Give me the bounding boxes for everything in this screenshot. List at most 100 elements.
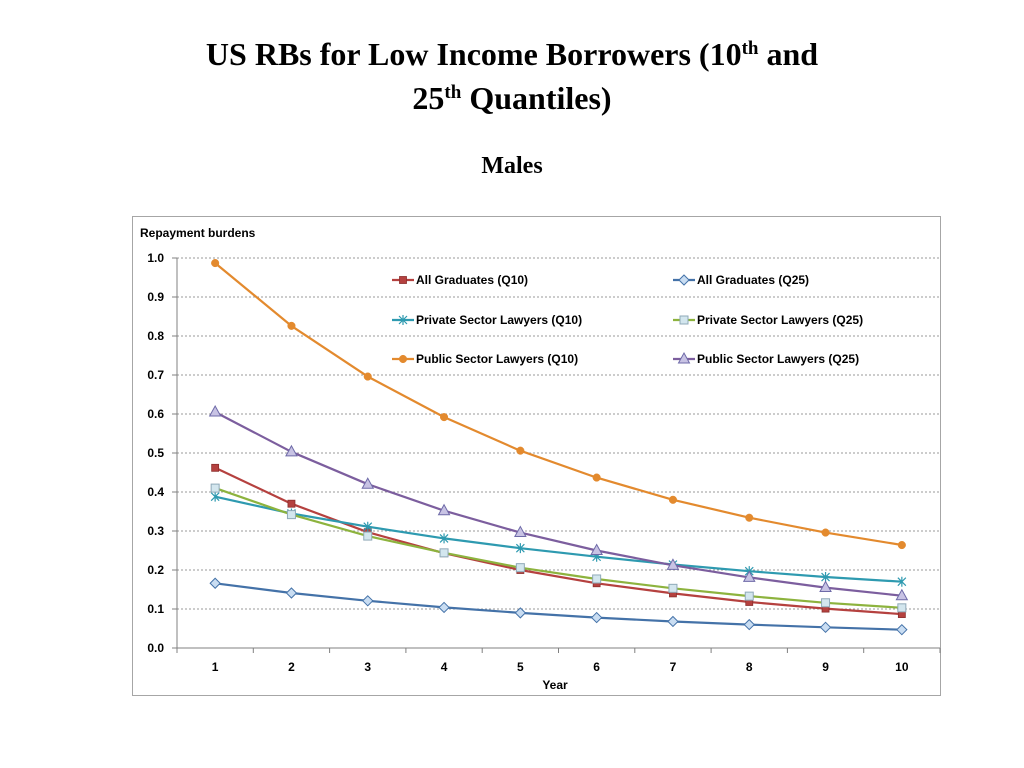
x-tick-label: 5 bbox=[517, 660, 524, 674]
chart-container: Repayment burdens Year 0.0 0.1 0.2 0.3 0.4 0.… bbox=[132, 216, 941, 696]
data-point-shape bbox=[668, 495, 678, 504]
legend-item: Public Sector Lawyers (Q10) bbox=[392, 352, 578, 366]
data-point bbox=[286, 510, 296, 520]
series-6 bbox=[208, 405, 909, 601]
x-tick-label: 2 bbox=[288, 660, 295, 674]
data-point bbox=[210, 491, 220, 502]
data-point-shape bbox=[516, 446, 525, 455]
data-point bbox=[439, 533, 449, 544]
data-point-shape bbox=[821, 572, 830, 583]
data-point-shape bbox=[744, 591, 754, 601]
data-point bbox=[516, 446, 525, 455]
y-tick-label: 0.8 bbox=[147, 329, 164, 343]
title-text-1: US RBs for Low Income Borrowers (10 bbox=[205, 36, 742, 72]
data-point bbox=[437, 503, 451, 516]
x-tick-label: 7 bbox=[670, 660, 677, 674]
series-5 bbox=[211, 259, 906, 550]
legend-marker bbox=[679, 315, 689, 325]
legend-label: Private Sector Lawyers (Q10) bbox=[416, 313, 582, 327]
data-point bbox=[667, 615, 679, 628]
data-point-shape bbox=[363, 372, 372, 381]
data-point-shape bbox=[896, 623, 908, 636]
data-point bbox=[285, 587, 298, 599]
data-point-shape bbox=[208, 405, 222, 417]
data-point bbox=[895, 588, 909, 601]
y-tick-label: 0.9 bbox=[147, 290, 164, 304]
legend-marker bbox=[399, 276, 407, 284]
data-point-shape bbox=[515, 563, 525, 573]
data-point bbox=[363, 531, 373, 541]
data-point-shape bbox=[209, 577, 221, 589]
grid-lines bbox=[177, 257, 940, 610]
data-point bbox=[666, 558, 680, 570]
data-point bbox=[743, 618, 755, 631]
data-point-shape bbox=[363, 521, 373, 532]
data-point bbox=[439, 548, 449, 558]
y-tick-label: 0.2 bbox=[147, 563, 164, 577]
series-line bbox=[214, 262, 903, 547]
legend-marker-shape bbox=[677, 351, 691, 364]
data-point bbox=[285, 444, 298, 457]
data-point bbox=[287, 499, 296, 508]
data-point bbox=[361, 477, 375, 489]
data-point-shape bbox=[287, 499, 296, 508]
legend-label: All Graduates (Q25) bbox=[697, 273, 809, 287]
data-point-shape bbox=[897, 603, 907, 613]
data-point bbox=[590, 543, 603, 555]
data-point-shape bbox=[666, 558, 680, 570]
slide-title: US RBs for Low Income Borrowers (10th an… bbox=[112, 32, 912, 120]
legend-label: Private Sector Lawyers (Q25) bbox=[697, 313, 863, 327]
data-point bbox=[590, 611, 603, 624]
data-point bbox=[668, 495, 678, 504]
legend-marker-shape bbox=[678, 274, 690, 286]
series-line bbox=[214, 487, 902, 609]
data-point-shape bbox=[821, 528, 830, 537]
data-point-shape bbox=[515, 543, 525, 554]
data-point-shape bbox=[210, 491, 220, 502]
data-point-shape bbox=[897, 576, 907, 587]
data-point bbox=[514, 607, 527, 619]
legend-marker bbox=[677, 351, 691, 364]
data-point bbox=[208, 405, 222, 417]
legend-marker bbox=[678, 274, 690, 286]
series-line bbox=[214, 411, 903, 597]
data-point-shape bbox=[592, 574, 602, 584]
data-point-shape bbox=[590, 543, 603, 555]
data-point bbox=[211, 259, 220, 268]
data-point bbox=[438, 601, 450, 614]
series-line bbox=[215, 582, 902, 631]
data-point bbox=[209, 577, 221, 589]
legend-marker-shape bbox=[679, 315, 689, 325]
data-point-shape bbox=[286, 510, 296, 520]
x-tick-label: 4 bbox=[441, 660, 448, 674]
data-point-shape bbox=[361, 477, 375, 489]
data-point bbox=[896, 623, 908, 636]
data-point bbox=[592, 574, 602, 584]
title-text-2: and bbox=[758, 36, 819, 72]
data-point-shape bbox=[210, 483, 220, 493]
data-point bbox=[745, 513, 754, 522]
data-point bbox=[668, 583, 678, 593]
data-point-shape bbox=[668, 583, 678, 593]
data-point bbox=[514, 525, 527, 538]
data-point-shape bbox=[895, 588, 909, 601]
y-tick-label: 0.4 bbox=[147, 485, 164, 499]
y-tick-label: 1.0 bbox=[147, 251, 164, 265]
x-tick-label: 6 bbox=[593, 660, 600, 674]
data-point bbox=[363, 372, 372, 381]
data-point bbox=[592, 473, 601, 482]
slide-subtitle: Males bbox=[481, 153, 543, 179]
axes: 0.0 0.1 0.2 0.3 0.4 0.5 0.6 0.7 0.8 0.9 1.0 1 2 3 4 5 6 7… bbox=[147, 251, 941, 674]
data-point-shape bbox=[439, 548, 449, 558]
legend-marker-shape bbox=[398, 315, 408, 325]
data-point bbox=[819, 621, 832, 634]
data-point bbox=[897, 540, 906, 550]
y-tick-label: 0.7 bbox=[147, 368, 164, 382]
legend-item: Public Sector Lawyers (Q25) bbox=[673, 351, 859, 366]
data-point bbox=[897, 603, 907, 613]
data-point bbox=[440, 413, 449, 422]
data-point-shape bbox=[362, 595, 374, 607]
y-axis-label: Repayment burdens bbox=[140, 226, 256, 240]
series-line bbox=[214, 466, 902, 616]
